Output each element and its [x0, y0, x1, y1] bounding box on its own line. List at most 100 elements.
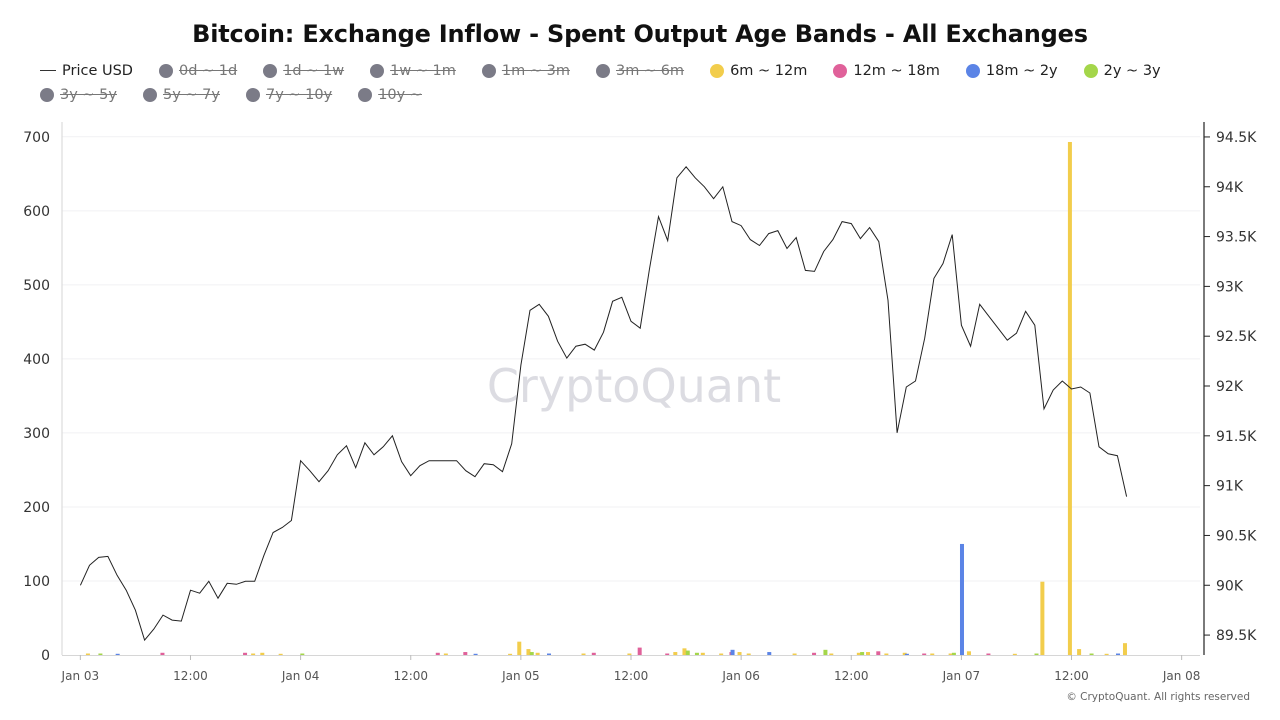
- bar-2y-3y[interactable]: [694, 652, 699, 655]
- legend-dot-icon: [158, 63, 173, 78]
- bar-12m-18m[interactable]: [637, 647, 642, 655]
- legend-dot-icon: [710, 63, 725, 78]
- bar-6m-12m[interactable]: [508, 653, 513, 655]
- legend-label: 1d ~ 1w: [283, 62, 345, 79]
- bar-18m-2y[interactable]: [547, 653, 552, 655]
- bar-2y-3y[interactable]: [98, 653, 103, 655]
- bar-18m-2y[interactable]: [473, 653, 478, 655]
- bar-12m-18m[interactable]: [812, 652, 817, 655]
- bar-6m-12m[interactable]: [278, 653, 283, 655]
- left-tick-label: 400: [23, 352, 50, 368]
- legend-item-10[interactable]: 3y ~ 5y: [40, 84, 117, 105]
- bar-12m-18m[interactable]: [922, 653, 927, 655]
- bar-12m-18m[interactable]: [876, 651, 881, 655]
- bar-6m-12m[interactable]: [746, 653, 751, 655]
- bar-6m-12m[interactable]: [719, 653, 724, 655]
- legend-item-7[interactable]: 12m ~ 18m: [833, 60, 940, 81]
- bar-6m-12m[interactable]: [856, 652, 861, 655]
- bar-6m-12m[interactable]: [535, 652, 540, 655]
- bar-6m-12m[interactable]: [966, 651, 971, 655]
- bar-6m-12m[interactable]: [673, 652, 678, 655]
- bar-6m-12m[interactable]: [517, 641, 522, 655]
- bar-6m-12m[interactable]: [700, 652, 705, 655]
- bar-12m-18m[interactable]: [463, 652, 468, 655]
- bar-6m-12m[interactable]: [792, 653, 797, 655]
- bar-12m-18m[interactable]: [243, 652, 248, 655]
- price-usd-line[interactable]: [79, 166, 1128, 642]
- bar-6m-12m[interactable]: [829, 653, 834, 655]
- legend-dot-icon: [142, 87, 157, 102]
- bar-6m-12m[interactable]: [443, 653, 448, 655]
- bar-2y-3y[interactable]: [1034, 653, 1039, 655]
- bar-2y-3y[interactable]: [529, 652, 534, 655]
- bar-6m-12m[interactable]: [1104, 653, 1109, 655]
- bar-6m-12m[interactable]: [1077, 649, 1082, 655]
- bar-6m-12m[interactable]: [948, 653, 953, 655]
- x-tick-label: Jan 06: [721, 669, 760, 683]
- bar-12m-18m[interactable]: [435, 652, 440, 655]
- bar-2y-3y[interactable]: [860, 652, 865, 655]
- bar-6m-12m[interactable]: [866, 652, 871, 655]
- bar-6m-12m[interactable]: [737, 652, 742, 655]
- bar-2y-3y[interactable]: [300, 653, 305, 655]
- bar-18m-2y[interactable]: [959, 543, 964, 655]
- bar-6m-12m[interactable]: [251, 653, 256, 655]
- legend-dot-icon: [965, 63, 980, 78]
- legend-item-9[interactable]: 2y ~ 3y: [1083, 60, 1161, 81]
- bar-6m-12m[interactable]: [1012, 653, 1017, 655]
- bar-18m-2y[interactable]: [1116, 653, 1121, 655]
- legend-label: 2y ~ 3y: [1103, 62, 1161, 79]
- bar-6m-12m[interactable]: [1040, 581, 1045, 655]
- bar-18m-2y[interactable]: [730, 649, 735, 655]
- legend-item-8[interactable]: 18m ~ 2y: [965, 60, 1058, 81]
- bar-2y-3y[interactable]: [823, 649, 828, 655]
- x-tick-label: 12:00: [834, 669, 869, 683]
- bar-6m-12m[interactable]: [1122, 643, 1127, 655]
- bar-2y-3y[interactable]: [951, 652, 956, 655]
- legend-item-11[interactable]: 5y ~ 7y: [142, 84, 220, 105]
- right-tick-label: 91K: [1216, 479, 1244, 495]
- legend-dot-icon: [370, 63, 385, 78]
- legend-item-4[interactable]: 1m ~ 3m: [481, 60, 570, 81]
- legend-dot-icon: [595, 63, 610, 78]
- legend-label: 1w ~ 1m: [390, 62, 456, 79]
- legend-item-13[interactable]: 10y ~: [358, 84, 422, 105]
- bar-6m-12m[interactable]: [930, 653, 935, 655]
- bar-6m-12m[interactable]: [627, 653, 632, 655]
- legend: Price USD 0d ~ 1d 1d ~ 1w 1w ~ 1m 1m ~ 3m 3m …: [40, 60, 1260, 105]
- legend-item-1[interactable]: 0d ~ 1d: [158, 60, 237, 81]
- legend-item-0[interactable]: Price USD: [40, 60, 133, 81]
- legend-dot-icon: [833, 63, 848, 78]
- legend-item-3[interactable]: 1w ~ 1m: [370, 60, 456, 81]
- bar-6m-12m[interactable]: [902, 652, 907, 655]
- bar-18m-2y[interactable]: [904, 653, 909, 655]
- bar-18m-2y[interactable]: [767, 652, 772, 655]
- bar-6m-12m[interactable]: [260, 652, 265, 655]
- bar-2y-3y[interactable]: [1089, 653, 1094, 655]
- right-tick-label: 93K: [1216, 279, 1244, 295]
- legend-item-12[interactable]: 7y ~ 10y: [245, 84, 333, 105]
- bar-12m-18m[interactable]: [160, 652, 165, 655]
- bar-12m-18m[interactable]: [986, 653, 991, 655]
- bar-6m-12m[interactable]: [682, 648, 687, 655]
- legend-label: 5y ~ 7y: [162, 86, 220, 103]
- bar-2y-3y[interactable]: [685, 650, 690, 655]
- x-tick-label: Jan 08: [1162, 669, 1201, 683]
- bar-12m-18m[interactable]: [591, 652, 596, 655]
- right-tick-label: 90.5K: [1216, 528, 1257, 544]
- legend-label: 7y ~ 10y: [265, 86, 333, 103]
- bar-12m-18m[interactable]: [665, 653, 670, 655]
- bar-6m-12m[interactable]: [1067, 141, 1072, 656]
- legend-label: Price USD: [62, 62, 133, 79]
- legend-item-2[interactable]: 1d ~ 1w: [263, 60, 344, 81]
- x-tick-label: 12:00: [614, 669, 649, 683]
- bar-6m-12m[interactable]: [85, 653, 90, 655]
- bar-6m-12m[interactable]: [581, 653, 586, 655]
- bar-18m-2y[interactable]: [115, 653, 120, 655]
- bar-6m-12m[interactable]: [526, 649, 531, 655]
- legend-item-6[interactable]: 6m ~ 12m: [710, 60, 807, 81]
- bar-6m-12m[interactable]: [884, 653, 889, 655]
- legend-item-5[interactable]: 3m ~ 6m: [595, 60, 684, 81]
- watermark: CryptoQuant: [487, 359, 781, 413]
- legend-label: 1m ~ 3m: [501, 62, 570, 79]
